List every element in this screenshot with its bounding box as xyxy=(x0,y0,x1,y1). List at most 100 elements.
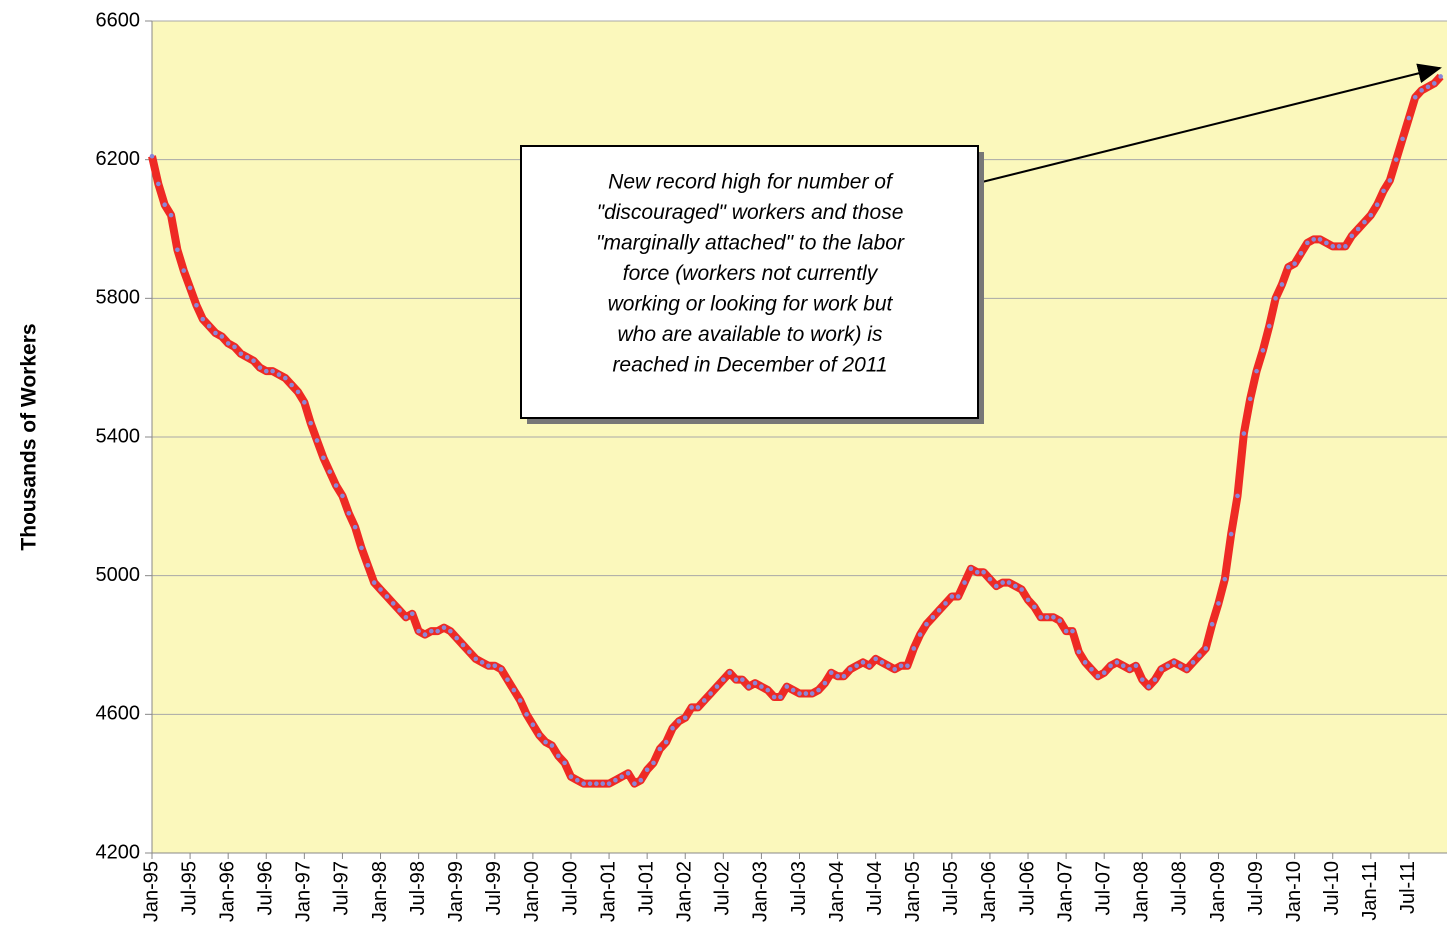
data-point xyxy=(175,247,180,253)
data-point xyxy=(1146,684,1151,689)
x-tick-label: Jul-99 xyxy=(483,861,505,915)
data-point xyxy=(1362,219,1367,225)
data-point xyxy=(1406,115,1412,121)
data-point xyxy=(1235,493,1240,499)
data-point xyxy=(1120,663,1126,669)
x-tick-label: Jan-04 xyxy=(826,861,848,922)
data-point xyxy=(587,781,593,786)
y-tick-label: 5400 xyxy=(96,425,141,447)
data-point xyxy=(867,663,872,669)
x-tick-label: Jan-02 xyxy=(674,861,696,922)
data-point xyxy=(206,323,212,329)
data-point xyxy=(987,576,993,582)
data-point xyxy=(1324,240,1329,246)
data-point xyxy=(1311,237,1316,242)
data-point xyxy=(873,656,878,662)
data-point xyxy=(390,601,396,606)
data-point xyxy=(809,691,815,696)
data-point xyxy=(1038,614,1044,620)
x-tick-label: Jan-99 xyxy=(445,861,467,922)
data-point xyxy=(219,334,225,339)
data-point xyxy=(327,469,333,474)
data-point xyxy=(1019,587,1024,592)
data-point xyxy=(981,569,986,575)
data-point xyxy=(657,746,663,752)
data-point xyxy=(371,580,377,585)
data-point xyxy=(911,646,917,651)
data-point xyxy=(949,594,955,599)
data-point xyxy=(1108,663,1113,669)
data-point xyxy=(765,687,771,693)
x-tick-label: Jul-97 xyxy=(331,861,353,915)
data-point xyxy=(682,715,688,721)
annotation-text: "marginally attached" to the labor xyxy=(596,232,905,255)
data-point xyxy=(505,677,510,682)
data-point xyxy=(955,594,961,599)
data-point xyxy=(619,774,625,780)
data-point xyxy=(790,687,796,693)
data-point xyxy=(613,777,618,783)
data-point xyxy=(771,694,777,700)
data-point xyxy=(1381,188,1386,194)
data-point xyxy=(314,438,320,443)
data-point xyxy=(181,268,187,273)
x-tick-label: Jul-01 xyxy=(635,861,657,915)
data-point xyxy=(860,660,866,665)
data-point xyxy=(156,181,161,187)
data-point xyxy=(1393,157,1399,162)
data-point xyxy=(581,781,586,786)
data-point xyxy=(257,365,263,370)
y-tick-label: 5800 xyxy=(96,287,141,309)
data-point xyxy=(1305,240,1310,246)
data-point xyxy=(1082,660,1088,665)
data-point xyxy=(1432,81,1437,86)
data-point xyxy=(625,770,631,776)
data-point xyxy=(778,694,783,700)
data-point xyxy=(1438,74,1443,79)
data-point xyxy=(492,663,498,669)
annotation-text: "discouraged" workers and those xyxy=(597,201,904,224)
data-point xyxy=(1260,348,1266,353)
x-tick-label: Jan-96 xyxy=(216,861,238,922)
data-point xyxy=(1139,677,1145,682)
x-tick-label: Jul-04 xyxy=(864,861,886,915)
data-point xyxy=(1343,244,1348,249)
data-point xyxy=(283,375,288,381)
data-point xyxy=(454,635,460,641)
data-point xyxy=(695,705,701,710)
data-point xyxy=(340,493,345,499)
data-point xyxy=(594,781,599,786)
x-tick-label: Jan-01 xyxy=(597,861,619,922)
data-point xyxy=(632,781,637,786)
data-point xyxy=(1273,296,1278,301)
data-point xyxy=(1165,663,1170,669)
data-point xyxy=(822,680,828,686)
x-tick-label: Jul-08 xyxy=(1169,861,1191,915)
data-point xyxy=(333,483,339,488)
data-point xyxy=(676,718,682,724)
data-point xyxy=(200,316,206,322)
data-point xyxy=(270,368,275,374)
x-tick-label: Jul-05 xyxy=(940,861,962,915)
data-point xyxy=(1247,396,1253,402)
data-point xyxy=(1203,646,1209,651)
data-point xyxy=(1051,614,1056,620)
data-point xyxy=(1216,601,1221,606)
y-axis-label: Thousands of Workers xyxy=(18,323,41,550)
data-point xyxy=(479,660,485,665)
data-point xyxy=(194,302,199,308)
data-point xyxy=(740,677,745,682)
annotation-text: force (workers not currently xyxy=(623,262,879,285)
data-point xyxy=(1152,677,1158,682)
y-tick-label: 5000 xyxy=(96,564,141,586)
data-point xyxy=(1114,660,1120,665)
data-point xyxy=(187,285,193,291)
data-point xyxy=(251,358,256,364)
data-point xyxy=(1317,237,1323,242)
data-point xyxy=(943,601,948,606)
data-point xyxy=(486,663,491,669)
data-point xyxy=(378,587,383,592)
x-tick-label: Jan-08 xyxy=(1131,861,1153,922)
data-point xyxy=(1374,202,1380,208)
